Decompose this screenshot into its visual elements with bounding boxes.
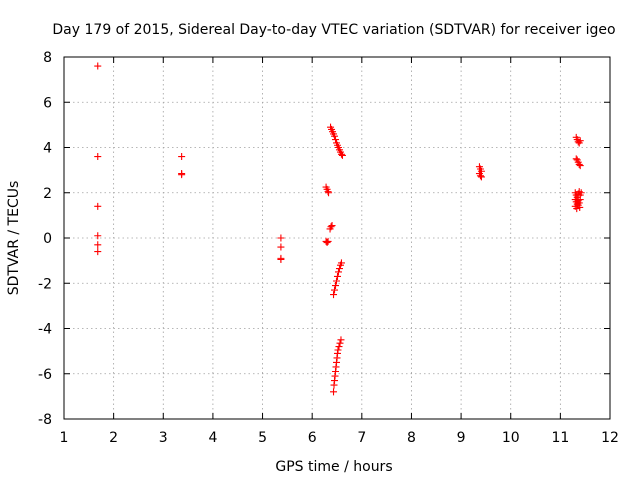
data-point-marker xyxy=(327,223,335,231)
data-point-marker xyxy=(324,237,332,245)
data-point-marker xyxy=(331,132,339,140)
chart-title: Day 179 of 2015, Sidereal Day-to-day VTE… xyxy=(52,22,615,38)
data-point-marker xyxy=(335,343,343,351)
data-point-marker xyxy=(576,137,584,145)
data-point-marker xyxy=(330,291,338,299)
data-point-marker xyxy=(277,255,285,263)
data-point-marker xyxy=(576,196,584,204)
y-tick-label: -4 xyxy=(38,322,52,338)
data-point-marker xyxy=(337,336,345,344)
data-point-marker xyxy=(477,173,485,181)
data-point-marker xyxy=(178,153,186,161)
x-tick-label: 2 xyxy=(109,430,118,446)
y-tick-label: 4 xyxy=(43,141,52,157)
x-tick-label: 6 xyxy=(308,430,317,446)
x-tick-label: 1 xyxy=(60,430,69,446)
data-point-marker xyxy=(330,388,338,396)
data-point-marker xyxy=(576,162,584,170)
x-tick-label: 9 xyxy=(457,430,466,446)
data-point-marker xyxy=(333,277,341,285)
data-points xyxy=(94,62,585,396)
x-tick-label: 10 xyxy=(502,430,520,446)
data-point-marker xyxy=(328,222,336,230)
data-point-marker xyxy=(94,153,102,161)
x-tick-label: 12 xyxy=(601,430,619,446)
data-point-marker xyxy=(337,150,345,158)
data-point-marker xyxy=(337,259,345,267)
y-tick-label: 2 xyxy=(43,186,52,202)
x-tick-label: 5 xyxy=(258,430,267,446)
x-axis-title: GPS time / hours xyxy=(275,459,392,475)
y-tick-label: 6 xyxy=(43,95,52,111)
data-point-marker xyxy=(325,189,333,197)
data-point-marker xyxy=(575,160,583,168)
data-point-marker xyxy=(334,346,342,354)
x-tick-label: 3 xyxy=(159,430,168,446)
data-point-marker xyxy=(335,265,343,273)
data-point-marker xyxy=(336,339,344,347)
data-point-marker xyxy=(178,171,186,179)
data-point-marker xyxy=(338,151,346,159)
y-tick-label: 0 xyxy=(43,231,52,247)
data-point-marker xyxy=(94,232,102,240)
y-tick-label: -8 xyxy=(38,412,52,428)
data-point-marker xyxy=(332,136,340,144)
x-tick-label: 11 xyxy=(551,430,569,446)
y-tick-label: -2 xyxy=(38,276,52,292)
data-point-marker xyxy=(576,203,584,211)
data-point-marker xyxy=(277,234,285,242)
data-point-marker xyxy=(334,268,342,276)
x-tick-label: 7 xyxy=(357,430,366,446)
data-point-marker xyxy=(94,241,102,249)
data-point-marker xyxy=(476,172,484,180)
data-point-marker xyxy=(94,202,102,210)
data-point-marker xyxy=(333,272,341,280)
y-tick-label: -6 xyxy=(38,367,52,383)
data-point-marker xyxy=(332,282,340,290)
data-point-marker xyxy=(94,62,102,70)
data-point-marker xyxy=(323,239,331,247)
data-point-marker xyxy=(331,286,339,294)
y-tick-label: 8 xyxy=(43,50,52,66)
x-tick-label: 4 xyxy=(208,430,217,446)
y-axis-title: SDTVAR / TECUs xyxy=(6,181,22,296)
data-point-marker xyxy=(577,189,585,197)
data-point-marker xyxy=(94,248,102,256)
x-tick-label: 8 xyxy=(407,430,416,446)
data-point-marker xyxy=(277,243,285,251)
grid-lines xyxy=(64,57,610,419)
data-point-marker xyxy=(573,205,581,213)
